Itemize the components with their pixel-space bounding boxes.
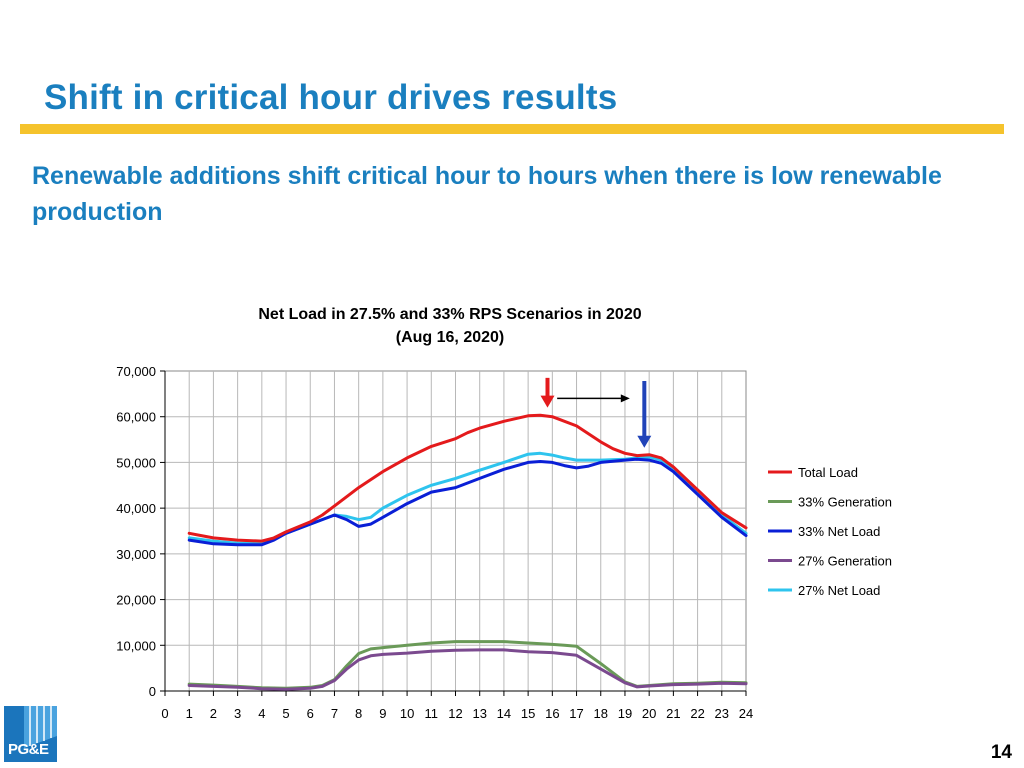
- y-tick-label: 70,000: [116, 364, 156, 379]
- legend-label-total-load: Total Load: [798, 465, 858, 480]
- x-tick-label: 10: [400, 706, 414, 721]
- x-tick-label: 22: [690, 706, 704, 721]
- x-tick-label: 11: [425, 706, 439, 721]
- x-tick-label: 16: [545, 706, 559, 721]
- y-tick-label: 60,000: [116, 410, 156, 425]
- x-tick-label: 3: [234, 706, 241, 721]
- arrow-down-head: [540, 395, 555, 408]
- y-tick-label: 0: [149, 684, 156, 699]
- legend-label-33-generation: 33% Generation: [798, 495, 892, 510]
- chart-series: [187, 413, 748, 691]
- y-tick-label: 30,000: [116, 547, 156, 562]
- x-tick-label: 2: [210, 706, 217, 721]
- x-tick-label: 19: [618, 706, 632, 721]
- chart-title-line2: (Aug 16, 2020): [395, 329, 505, 346]
- x-tick-label: 0: [161, 706, 168, 721]
- chart-legend: Total Load 33% Generation 33% Net Load 27% …: [768, 465, 892, 598]
- x-tick-label: 23: [715, 706, 729, 721]
- arrow-down-head: [637, 435, 652, 448]
- x-tick-label: 14: [497, 706, 511, 721]
- x-tick-label: 20: [642, 706, 656, 721]
- x-tick-label: 21: [666, 706, 680, 721]
- chart-title-line1: Net Load in 27.5% and 33% RPS Scenarios …: [258, 306, 642, 323]
- x-tick-label: 15: [521, 706, 535, 721]
- series-line-total-load: [187, 413, 748, 543]
- x-tick-label: 6: [307, 706, 314, 721]
- legend-label-33-net-load: 33% Net Load: [798, 524, 880, 539]
- chart-grid: [164, 370, 747, 692]
- pge-logo: PG&E: [4, 706, 57, 762]
- chart-annotations: [540, 377, 652, 448]
- legend-label-27-net-load: 27% Net Load: [798, 583, 880, 598]
- arrow-right-head: [620, 394, 630, 403]
- page-number: 14: [990, 742, 1012, 763]
- slide-subtitle: Renewable additions shift critical hour …: [32, 162, 942, 226]
- y-tick-label: 10,000: [116, 638, 156, 653]
- x-tick-label: 1: [186, 706, 193, 721]
- x-tick-label: 5: [282, 706, 289, 721]
- x-tick-label: 9: [379, 706, 386, 721]
- x-tick-label: 7: [331, 706, 338, 721]
- x-tick-label: 12: [448, 706, 462, 721]
- x-tick-label: 17: [569, 706, 583, 721]
- logo-graphic-icon: [24, 706, 57, 748]
- x-tick-label: 24: [739, 706, 753, 721]
- logo-text: PG&E: [8, 741, 49, 758]
- y-tick-label: 50,000: [116, 455, 156, 470]
- x-tick-label: 8: [355, 706, 362, 721]
- chart-title: Net Load in 27.5% and 33% RPS Scenarios …: [190, 303, 710, 349]
- series-line-27-generation: [187, 648, 748, 691]
- legend-label-27-generation: 27% Generation: [798, 554, 892, 569]
- x-tick-label: 13: [472, 706, 486, 721]
- title-rule: [20, 124, 1004, 134]
- x-tick-label: 4: [258, 706, 265, 721]
- chart-axes: 0 1 2 3 4 5 6 7 8 9 10 11 12 13 14 15 16 17 18 19 20 21 22 23 24…: [116, 364, 753, 721]
- x-tick-label: 18: [594, 706, 608, 721]
- y-tick-label: 20,000: [116, 593, 156, 608]
- y-tick-label: 40,000: [116, 501, 156, 516]
- slide-title: Shift in critical hour drives results: [44, 78, 618, 117]
